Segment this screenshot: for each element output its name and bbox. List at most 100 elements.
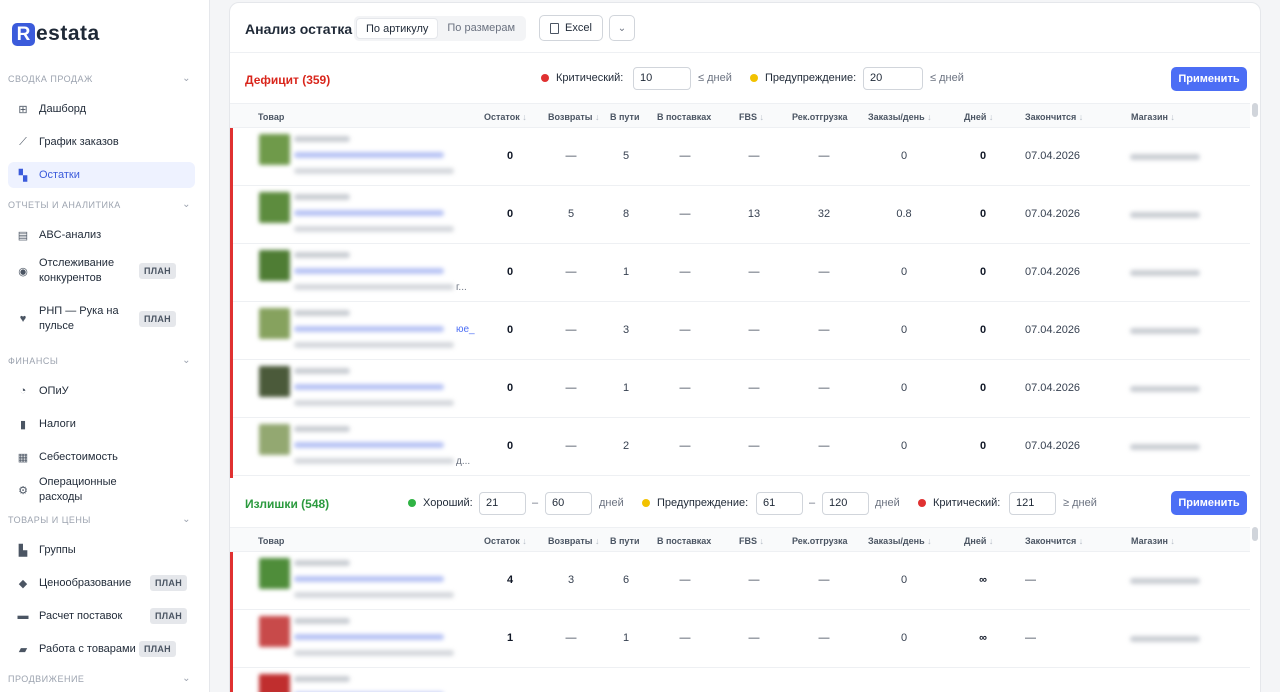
column-header-1[interactable]: Остаток ↓ — [484, 536, 527, 546]
product-thumbnail[interactable] — [259, 366, 290, 397]
sort-arrow-icon[interactable]: ↓ — [757, 536, 765, 546]
column-header-1[interactable]: Остаток ↓ — [484, 112, 527, 122]
table-row[interactable]: юе_ 0 — 3 — — — 0 0 07.04.2026 — [230, 302, 1250, 360]
column-header-6[interactable]: Рек.отгрузка — [792, 536, 847, 546]
column-header-3[interactable]: В пути — [610, 536, 640, 546]
tab-by-size[interactable]: По размерам — [447, 22, 516, 34]
column-header-5[interactable]: FBS ↓ — [739, 112, 764, 122]
chevron-down-icon[interactable]: ⌄ — [182, 355, 191, 366]
sidebar-item-2-1[interactable]: ▮ Налоги — [8, 411, 195, 437]
sort-arrow-icon[interactable]: ↓ — [519, 536, 527, 546]
chevron-down-icon[interactable]: ⌄ — [182, 673, 191, 684]
column-header-10[interactable]: Магазин ↓ — [1131, 536, 1175, 546]
sort-arrow-icon[interactable]: ↓ — [924, 536, 932, 546]
warning-from-input[interactable]: 61 — [756, 492, 803, 515]
redacted-product-text[interactable] — [294, 634, 444, 640]
table-row[interactable]: 0 5 8 — 13 32 0.8 0 07.04.2026 — [230, 186, 1250, 244]
table-row[interactable]: 4 3 6 — — — 0 ∞ — — [230, 552, 1250, 610]
column-header-7[interactable]: Заказы/день ↓ — [868, 536, 932, 546]
product-thumbnail[interactable] — [259, 616, 290, 647]
product-thumbnail[interactable] — [259, 134, 290, 165]
deficit-apply-button[interactable]: Применить — [1171, 67, 1247, 91]
table-row[interactable]: 0 — 5 — — — 0 0 07.04.2026 — [230, 128, 1250, 186]
column-header-4[interactable]: В поставках — [657, 112, 711, 122]
column-header-8[interactable]: Дней ↓ — [964, 112, 993, 122]
product-thumbnail[interactable] — [259, 674, 290, 692]
sidebar-item-3-0[interactable]: ▙ Группы — [8, 537, 195, 563]
sort-arrow-icon[interactable]: ↓ — [986, 536, 994, 546]
sort-arrow-icon[interactable]: ↓ — [1076, 536, 1084, 546]
chevron-down-icon[interactable]: ⌄ — [182, 73, 191, 84]
column-header-9[interactable]: Закончится ↓ — [1025, 536, 1083, 546]
sidebar-item-2-2[interactable]: ▦ Себестоимость — [8, 444, 195, 470]
table-row[interactable]: 1 — 1 — — — 0 ∞ — — [230, 610, 1250, 668]
sidebar-item-3-3[interactable]: ▰ Работа с товарами ПЛАН — [8, 636, 195, 662]
column-header-0[interactable]: Товар — [258, 112, 284, 122]
column-header-4[interactable]: В поставках — [657, 536, 711, 546]
sort-arrow-icon[interactable]: ↓ — [592, 536, 600, 546]
sidebar-item-2-3[interactable]: ⚙ Операционные расходы — [8, 476, 195, 503]
chevron-down-icon[interactable]: ⌄ — [182, 199, 191, 210]
table-row[interactable] — [230, 668, 1250, 692]
sort-arrow-icon[interactable]: ↓ — [1167, 112, 1175, 122]
tab-by-article[interactable]: По артикулу — [356, 18, 439, 39]
sidebar-item-2-0[interactable]: ◔ ОПиУ — [8, 378, 195, 404]
sidebar-item-3-1[interactable]: ◆ Ценообразование ПЛАН — [8, 570, 195, 596]
redacted-product-text[interactable] — [294, 268, 444, 274]
table-row[interactable]: 0 — 1 — — — 0 0 07.04.2026 — [230, 360, 1250, 418]
redacted-product-text[interactable] — [294, 384, 444, 390]
sort-arrow-icon[interactable]: ↓ — [757, 112, 765, 122]
critical-min-input[interactable]: 121 — [1009, 492, 1056, 515]
sidebar-item-1-1[interactable]: ◉ Отслеживание конкурентов ПЛАН — [8, 254, 195, 288]
sidebar-item-0-0[interactable]: ⊞ Дашборд — [8, 96, 195, 122]
column-header-7[interactable]: Заказы/день ↓ — [868, 112, 932, 122]
warning-days-input[interactable]: 20 — [863, 67, 923, 90]
sort-arrow-icon[interactable]: ↓ — [986, 112, 994, 122]
column-header-8[interactable]: Дней ↓ — [964, 536, 993, 546]
sidebar-item-1-2[interactable]: ♥ РНП — Рука на пульсе ПЛАН — [8, 302, 195, 336]
chevron-down-icon[interactable]: ⌄ — [182, 514, 191, 525]
surplus-apply-button[interactable]: Применить — [1171, 491, 1247, 515]
surplus-scrollbar[interactable] — [1252, 527, 1258, 541]
column-header-10[interactable]: Магазин ↓ — [1131, 112, 1175, 122]
sort-arrow-icon[interactable]: ↓ — [924, 112, 932, 122]
product-thumbnail[interactable] — [259, 250, 290, 281]
redacted-product-text[interactable] — [294, 326, 444, 332]
product-thumbnail[interactable] — [259, 424, 290, 455]
sidebar-section-1[interactable]: ОТЧЕТЫ И АНАЛИТИКА ⌄ — [8, 199, 194, 210]
column-header-0[interactable]: Товар — [258, 536, 284, 546]
sidebar-section-3[interactable]: ТОВАРЫ И ЦЕНЫ ⌄ — [8, 514, 194, 525]
product-thumbnail[interactable] — [259, 558, 290, 589]
product-thumbnail[interactable] — [259, 192, 290, 223]
excel-export-button[interactable]: Excel — [539, 15, 603, 41]
redacted-product-text[interactable] — [294, 210, 444, 216]
sort-arrow-icon[interactable]: ↓ — [592, 112, 600, 122]
sidebar-item-3-2[interactable]: ▬ Расчет поставок ПЛАН — [8, 603, 195, 629]
column-header-6[interactable]: Рек.отгрузка — [792, 112, 847, 122]
sidebar-item-0-1[interactable]: ⟋ График заказов — [8, 129, 195, 155]
column-header-2[interactable]: Возвраты ↓ — [548, 536, 600, 546]
redacted-product-text[interactable] — [294, 442, 444, 448]
column-header-9[interactable]: Закончится ↓ — [1025, 112, 1083, 122]
redacted-product-text[interactable] — [294, 152, 444, 158]
sort-arrow-icon[interactable]: ↓ — [1076, 112, 1084, 122]
column-header-2[interactable]: Возвраты ↓ — [548, 112, 600, 122]
good-from-input[interactable]: 21 — [479, 492, 526, 515]
logo[interactable]: R estata — [12, 22, 100, 46]
table-row[interactable]: г... 0 — 1 — — — 0 0 07.04.2026 — [230, 244, 1250, 302]
deficit-scrollbar[interactable] — [1252, 103, 1258, 117]
sidebar-item-0-2[interactable]: ▚ Остатки — [8, 162, 195, 188]
sidebar-section-4[interactable]: ПРОДВИЖЕНИЕ ⌄ — [8, 673, 194, 684]
sort-arrow-icon[interactable]: ↓ — [1167, 536, 1175, 546]
sort-arrow-icon[interactable]: ↓ — [519, 112, 527, 122]
product-thumbnail[interactable] — [259, 308, 290, 339]
column-header-3[interactable]: В пути — [610, 112, 640, 122]
good-to-input[interactable]: 60 — [545, 492, 592, 515]
table-row[interactable]: д... 0 — 2 — — — 0 0 07.04.2026 — [230, 418, 1250, 476]
sidebar-section-2[interactable]: ФИНАНСЫ ⌄ — [8, 355, 194, 366]
export-options-button[interactable]: ⌄ — [609, 15, 635, 41]
critical-days-input[interactable]: 10 — [633, 67, 691, 90]
sidebar-section-0[interactable]: СВОДКА ПРОДАЖ ⌄ — [8, 73, 194, 84]
redacted-product-text[interactable] — [294, 576, 444, 582]
warning-to-input[interactable]: 120 — [822, 492, 869, 515]
